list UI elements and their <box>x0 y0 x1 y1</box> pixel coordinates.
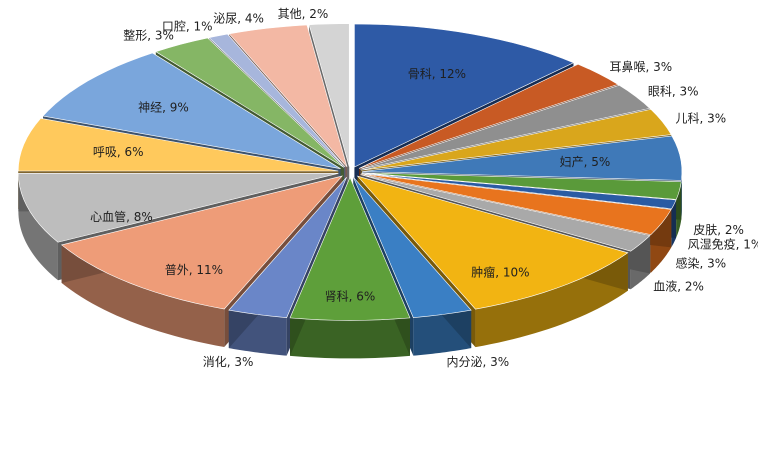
slice-label-1: 骨科, 12% <box>408 67 466 81</box>
slice-label-11: 内分泌, 3% <box>447 355 510 369</box>
slice-label-9: 血液, 2% <box>653 278 704 293</box>
slice-label-17: 神经, 9% <box>138 100 189 114</box>
slice-wall-5 <box>681 171 682 219</box>
slice-label-12: 肾科, 6% <box>325 290 376 304</box>
slice-label-5: 妇产, 5% <box>560 155 611 169</box>
slice-9 <box>360 174 651 252</box>
slice-11 <box>353 176 472 318</box>
slice-6 <box>361 172 682 200</box>
slice-label-16: 呼吸, 6% <box>93 145 144 159</box>
slice-label-7: 风湿免疫, 1% <box>688 237 758 252</box>
slice-21 <box>308 23 350 167</box>
slice-label-19: 口腔, 1% <box>162 19 213 34</box>
slice-3 <box>360 84 651 170</box>
slice-5 <box>361 135 683 181</box>
slice-19 <box>208 33 346 168</box>
slice-20 <box>228 24 348 167</box>
slice-label-13: 消化, 3% <box>203 355 254 369</box>
slice-15 <box>18 173 339 243</box>
slice-16 <box>17 118 339 172</box>
slice-label-2: 耳鼻喉, 3% <box>610 59 673 74</box>
slice-1 <box>354 23 575 168</box>
slice-4 <box>361 108 672 171</box>
slice-label-20: 泌尿, 4% <box>213 12 264 26</box>
slice-14 <box>60 175 343 310</box>
slice-wall-12 <box>290 317 410 359</box>
slice-label-15: 心血管, 8% <box>90 209 153 224</box>
slice-10 <box>356 175 629 310</box>
slice-label-4: 儿科, 3% <box>676 111 727 125</box>
slice-label-14: 普外, 11% <box>165 263 223 277</box>
slice-label-6: 皮肤, 2% <box>693 222 744 237</box>
slice-7 <box>361 172 677 210</box>
slice-label-3: 眼科, 3% <box>648 84 699 98</box>
slice-17 <box>42 52 341 169</box>
slice-wall-14 <box>61 244 225 348</box>
slice-wall-15 <box>18 173 58 281</box>
slice-13 <box>228 176 347 318</box>
slice-12 <box>289 176 411 321</box>
slice-label-10: 肿瘤, 10% <box>471 264 529 279</box>
slice-label-18: 整形, 3% <box>123 28 174 43</box>
slice-label-21: 其他, 2% <box>278 7 329 21</box>
slice-8 <box>361 173 672 236</box>
slice-2 <box>358 63 619 169</box>
slice-18 <box>155 37 345 168</box>
slice-label-8: 感染, 3% <box>676 256 727 271</box>
